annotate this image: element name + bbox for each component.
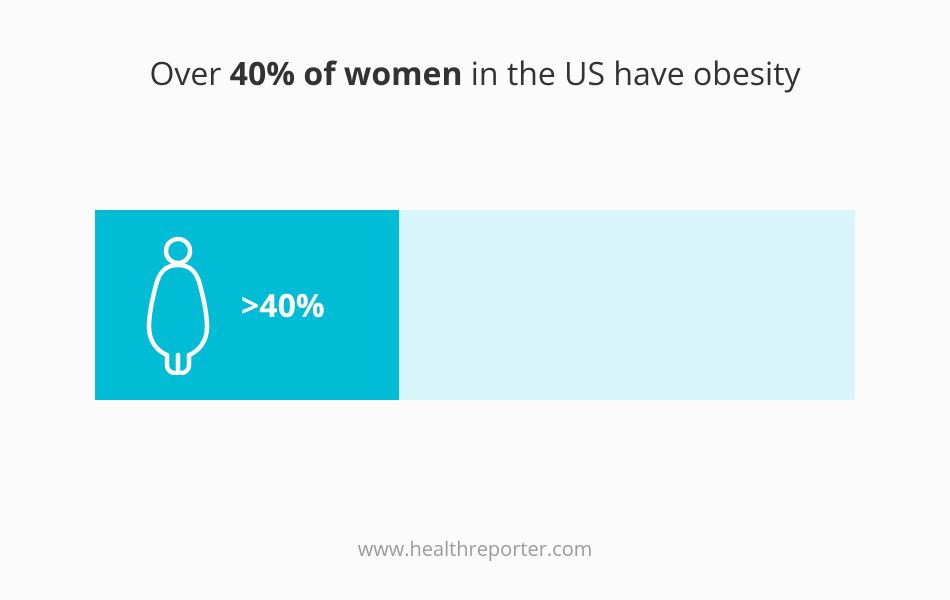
infographic-title: Over 40% of women in the US have obesity bbox=[0, 52, 950, 95]
woman-icon bbox=[143, 235, 213, 375]
bar-fill: >40% bbox=[95, 210, 399, 400]
footer-source: www.healthreporter.com bbox=[0, 535, 950, 562]
title-bold: 40% of women bbox=[230, 52, 463, 95]
bar-fill-label: >40% bbox=[241, 284, 325, 327]
bar-track: >40% bbox=[95, 210, 855, 400]
title-pre: Over bbox=[149, 52, 229, 95]
title-post: in the US have obesity bbox=[462, 52, 800, 95]
